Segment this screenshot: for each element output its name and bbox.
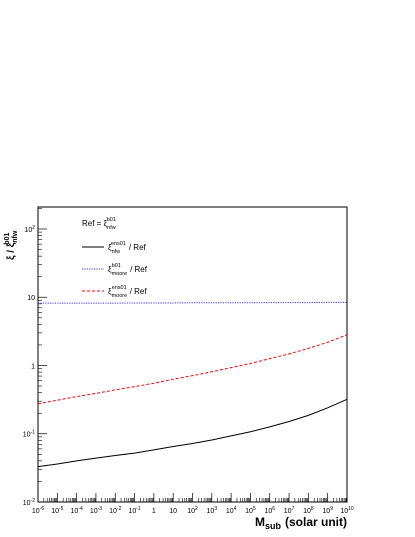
x-tick-label: 1 xyxy=(152,508,156,515)
legend-sup: b01 xyxy=(112,263,121,269)
x-tick-label-base: 10 xyxy=(207,508,215,515)
y-tick-label-base: 1 xyxy=(31,363,35,370)
x-tick-label-base: 10 xyxy=(109,508,117,515)
x-tick-label: 109 xyxy=(322,506,333,515)
series-line xyxy=(38,301,347,304)
x-tick-label: 10-2 xyxy=(109,506,121,515)
x-tick-label-base: 10 xyxy=(71,508,79,515)
y-tick-label: 1 xyxy=(31,363,35,370)
x-tick-label-base: 10 xyxy=(245,508,253,515)
legend-name: ξ xyxy=(108,287,112,296)
x-tick-label-exp: 7 xyxy=(292,506,295,512)
x-label-text: M xyxy=(255,515,265,529)
y-tick-label: 10-1 xyxy=(23,430,35,439)
x-tick-label-base: 10 xyxy=(128,508,136,515)
x-label-suffix: (solar unit) xyxy=(285,515,347,529)
x-label-sub: sub xyxy=(265,521,282,531)
x-tick-label-base: 10 xyxy=(51,508,59,515)
y-label-text: ξ / ξ xyxy=(6,242,17,260)
y-tick-label-exp: -2 xyxy=(31,498,36,504)
y-tick-label: 10 xyxy=(27,295,35,302)
x-tick-label: 104 xyxy=(226,506,237,515)
y-tick-label-base: 10 xyxy=(23,500,31,507)
x-tick-label: 10-5 xyxy=(51,506,63,515)
x-tick-label-base: 10 xyxy=(322,508,330,515)
legend-title: Ref = ξnfw b01 xyxy=(82,217,116,231)
series-line xyxy=(37,334,348,405)
y-label-sup: b01 xyxy=(4,233,11,245)
legend-title-sub: nfw xyxy=(107,225,116,231)
x-tick-label-exp: -3 xyxy=(98,506,103,512)
legend-title-text: Ref = ξ xyxy=(82,219,108,228)
x-tick-label: 1010 xyxy=(340,506,354,515)
x-tick-label: 10-1 xyxy=(128,506,140,515)
x-tick-label-exp: -5 xyxy=(59,506,64,512)
legend-sup: ens01 xyxy=(111,241,126,247)
x-tick-label-exp: 3 xyxy=(214,506,217,512)
x-tick-label-base: 1 xyxy=(152,508,156,515)
x-tick-label-exp: -1 xyxy=(136,506,141,512)
x-tick-label: 10 xyxy=(169,508,177,515)
x-tick-label: 102 xyxy=(187,506,198,515)
x-tick-label-exp: 9 xyxy=(330,506,333,512)
x-tick-label: 10-4 xyxy=(71,506,83,515)
legend-label: ξmoore b01 / Ref xyxy=(108,263,148,277)
x-axis-label: Msub (solar unit) xyxy=(255,515,347,531)
x-tick-label-base: 10 xyxy=(187,508,195,515)
x-tick-label-base: 10 xyxy=(303,508,311,515)
x-tick-label-base: 10 xyxy=(340,508,348,515)
x-tick-label-exp: -6 xyxy=(40,506,45,512)
x-tick-label: 103 xyxy=(207,506,218,515)
legend-sup: ens01 xyxy=(112,285,127,291)
legend-suffix: / Ref xyxy=(129,243,147,252)
x-tick-label: 107 xyxy=(284,506,295,515)
x-tick-label-base: 10 xyxy=(90,508,98,515)
y-tick-label-base: 10 xyxy=(24,227,32,234)
x-tick-label: 10-3 xyxy=(90,506,102,515)
y-tick-label-exp: 2 xyxy=(32,225,35,231)
x-tick-label-exp: 8 xyxy=(311,506,314,512)
x-tick-label-base: 10 xyxy=(226,508,234,515)
y-tick-label-base: 10 xyxy=(23,432,31,439)
legend-label: ξnfw ens01/ Ref xyxy=(108,241,147,255)
plot-frame xyxy=(37,206,348,503)
x-tick-label-exp: -2 xyxy=(117,506,122,512)
x-tick-label-exp: 6 xyxy=(272,506,275,512)
x-tick-label-base: 10 xyxy=(264,508,272,515)
y-tick-label-base: 10 xyxy=(27,295,35,302)
legend-title-sup: b01 xyxy=(107,217,116,223)
x-tick-label-base: 10 xyxy=(169,508,177,515)
x-tick-label-exp: -4 xyxy=(78,506,83,512)
y-tick-label: 10-2 xyxy=(23,498,35,507)
x-tick-label-base: 10 xyxy=(284,508,292,515)
x-tick-label-exp: 2 xyxy=(195,506,198,512)
y-tick-label: 102 xyxy=(24,225,35,234)
legend-suffix: / Ref xyxy=(130,287,148,296)
x-tick-label-exp: 5 xyxy=(253,506,256,512)
y-axis-label: ξ / ξnfwb01 xyxy=(4,230,19,260)
y-tick-label-exp: -1 xyxy=(31,430,36,436)
series-line xyxy=(37,398,348,468)
legend-label: ξmoore ens01/ Ref xyxy=(108,285,147,299)
legend-name: ξ xyxy=(108,265,112,274)
legend-name: ξ xyxy=(108,243,112,252)
x-tick-label: 108 xyxy=(303,506,314,515)
legend-sub: moore xyxy=(112,271,128,277)
legend-sub: nfw xyxy=(112,249,121,255)
x-tick-label-base: 10 xyxy=(32,508,40,515)
x-tick-label-exp: 4 xyxy=(234,506,237,512)
legend-suffix: / Ref xyxy=(130,265,148,274)
x-tick-label: 10-6 xyxy=(32,506,44,515)
legend-sub: moore xyxy=(112,293,128,299)
x-tick-label-exp: 10 xyxy=(348,506,354,512)
x-tick-label: 105 xyxy=(245,506,256,515)
x-tick-label: 106 xyxy=(264,506,275,515)
y-label-sub: nfw xyxy=(12,230,19,243)
